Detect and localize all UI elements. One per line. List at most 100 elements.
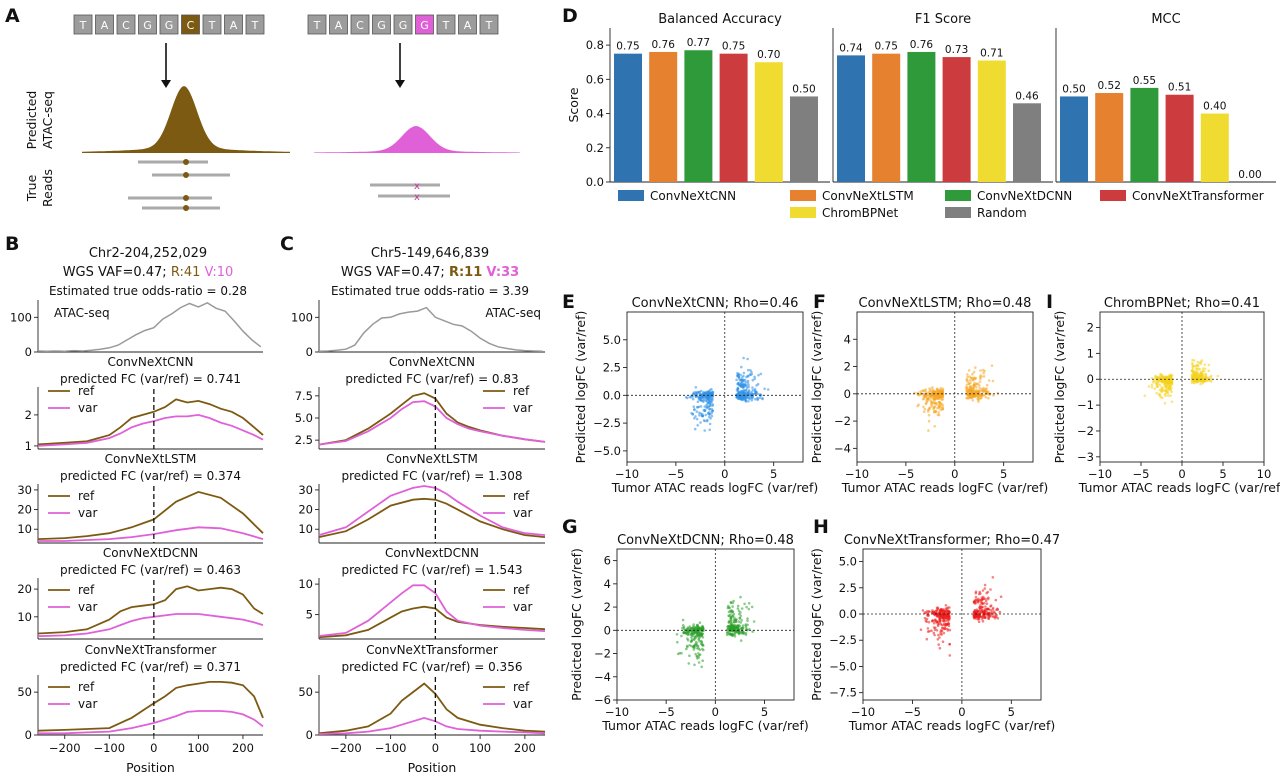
- scatter-point: [734, 620, 738, 623]
- scatter-point: [978, 598, 981, 602]
- scatter-point: [985, 383, 989, 387]
- y-tick-label: 6: [604, 554, 611, 568]
- scatter-point: [940, 608, 943, 612]
- scatter-point: [975, 385, 978, 389]
- scatter-point: [705, 403, 708, 407]
- scatter-point: [996, 617, 1000, 620]
- scatter-point: [746, 374, 749, 378]
- scatter-point: [984, 390, 988, 393]
- scatter-point: [708, 395, 712, 399]
- scatter-point: [729, 632, 733, 636]
- bar-convnexttransformer: [1165, 94, 1194, 182]
- scatter-point: [756, 397, 760, 401]
- reads-left: [128, 159, 230, 211]
- base-box: [307, 14, 327, 35]
- base-letter: G: [165, 19, 174, 32]
- scatter-point: [744, 632, 748, 635]
- y-tick-label: 0.0: [603, 388, 621, 402]
- scatter-point: [742, 356, 745, 360]
- scatter-point: [979, 369, 982, 372]
- scatter-point: [1195, 367, 1199, 371]
- x-axis-label: Tumor ATAC reads logFC (var/ref): [841, 480, 1049, 495]
- panel-a-ylabel-atac: ATAC-seq: [40, 91, 55, 149]
- scatter-point: [750, 605, 754, 609]
- scatter-point: [932, 631, 936, 635]
- scatter-point: [931, 394, 935, 398]
- x-tick-label: −200: [330, 741, 362, 755]
- scatter-panel-h: ConvNeXtTransformer; Rho=0.47 −10 −5 0 5 −7.5…: [809, 533, 1060, 733]
- legend-ref-label: ref: [78, 583, 95, 597]
- scatter-point: [740, 607, 744, 610]
- scatter-point: [1165, 383, 1168, 387]
- scatter-point: [695, 642, 698, 645]
- panel-label-a: A: [5, 5, 20, 27]
- scatter-point: [972, 393, 975, 397]
- scatter-point: [747, 607, 751, 611]
- scatter-point: [744, 624, 748, 628]
- scatter-point: [710, 409, 714, 413]
- y-tick-label: 10: [17, 610, 32, 624]
- scatter-point: [965, 388, 968, 392]
- scatter-point: [695, 410, 699, 413]
- base-letter: G: [377, 19, 386, 32]
- model-name: ConvNeXtLSTM: [386, 452, 478, 466]
- plot-frame: [1099, 311, 1265, 463]
- scatter-point: [933, 619, 937, 622]
- scatter-point: [940, 628, 943, 632]
- scatter-point: [977, 592, 981, 596]
- scatter-point: [709, 417, 712, 420]
- panel-d-bar-charts: Balanced Accuracy 0.0 0.2 0.4 0.6 0.8 Score 0.7…: [566, 12, 1276, 220]
- scatter-point: [1166, 380, 1169, 384]
- scatter-point: [935, 609, 939, 613]
- scatter-point: [680, 651, 683, 655]
- scatter-point: [676, 652, 680, 656]
- scatter-point: [922, 389, 925, 393]
- scatter-point: [751, 630, 754, 633]
- scatter-point: [1163, 393, 1167, 396]
- scatter-point: [694, 652, 697, 656]
- scatter-point: [979, 374, 982, 377]
- scatter-point: [937, 411, 941, 414]
- panel-b-locus: Chr2-204,252,029: [89, 246, 207, 261]
- scatter-point: [743, 602, 746, 606]
- panel-c-odds-ratio: Estimated true odds-ratio = 3.39: [331, 284, 529, 298]
- x-tick-label: 0: [958, 705, 965, 719]
- scatter-point: [704, 399, 708, 402]
- base-box: [436, 14, 456, 35]
- panel-label-g: G: [562, 516, 578, 538]
- scatter-point: [1170, 390, 1173, 394]
- scatter-point: [993, 616, 997, 620]
- legend-swatch: [945, 207, 971, 218]
- scatter-point: [932, 621, 936, 625]
- bar-value-label: 0.76: [652, 39, 676, 51]
- scatter-point: [736, 387, 740, 390]
- y-tick-label: 10: [298, 522, 313, 536]
- legend-ref-label: ref: [513, 384, 530, 398]
- scatter-point: [694, 630, 697, 633]
- scatter-point: [744, 380, 748, 384]
- scatter-point: [744, 400, 748, 403]
- x-axis-label: Position: [408, 760, 457, 773]
- scatter-point: [743, 382, 746, 386]
- scatter-point: [698, 632, 701, 635]
- scatter-point: [923, 611, 926, 614]
- scatter-point: [935, 387, 939, 391]
- y-tick-label: 100: [291, 310, 313, 324]
- scatter-point: [682, 625, 686, 629]
- scatter-point: [926, 400, 929, 404]
- bar-value-label: 0.50: [792, 83, 815, 95]
- y-axis-label: Predicted logFC (var/ref): [1052, 311, 1067, 464]
- ref-allele-dot: [183, 172, 189, 178]
- base-letter: T: [313, 19, 321, 32]
- scatter-point: [695, 417, 699, 421]
- x-tick-label: 0: [150, 741, 157, 755]
- scatter-point: [688, 644, 691, 647]
- legend-label: ConvNeXtLSTM: [822, 189, 914, 203]
- scatter-point: [741, 630, 745, 634]
- y-tick-label: 2.5: [839, 581, 857, 595]
- scatter-point: [759, 394, 763, 397]
- scatter-point: [919, 392, 923, 395]
- y-tick-label: −3: [1077, 450, 1094, 464]
- y-tick-label: −4: [834, 441, 851, 455]
- y-tick-label: 5.0: [839, 555, 857, 569]
